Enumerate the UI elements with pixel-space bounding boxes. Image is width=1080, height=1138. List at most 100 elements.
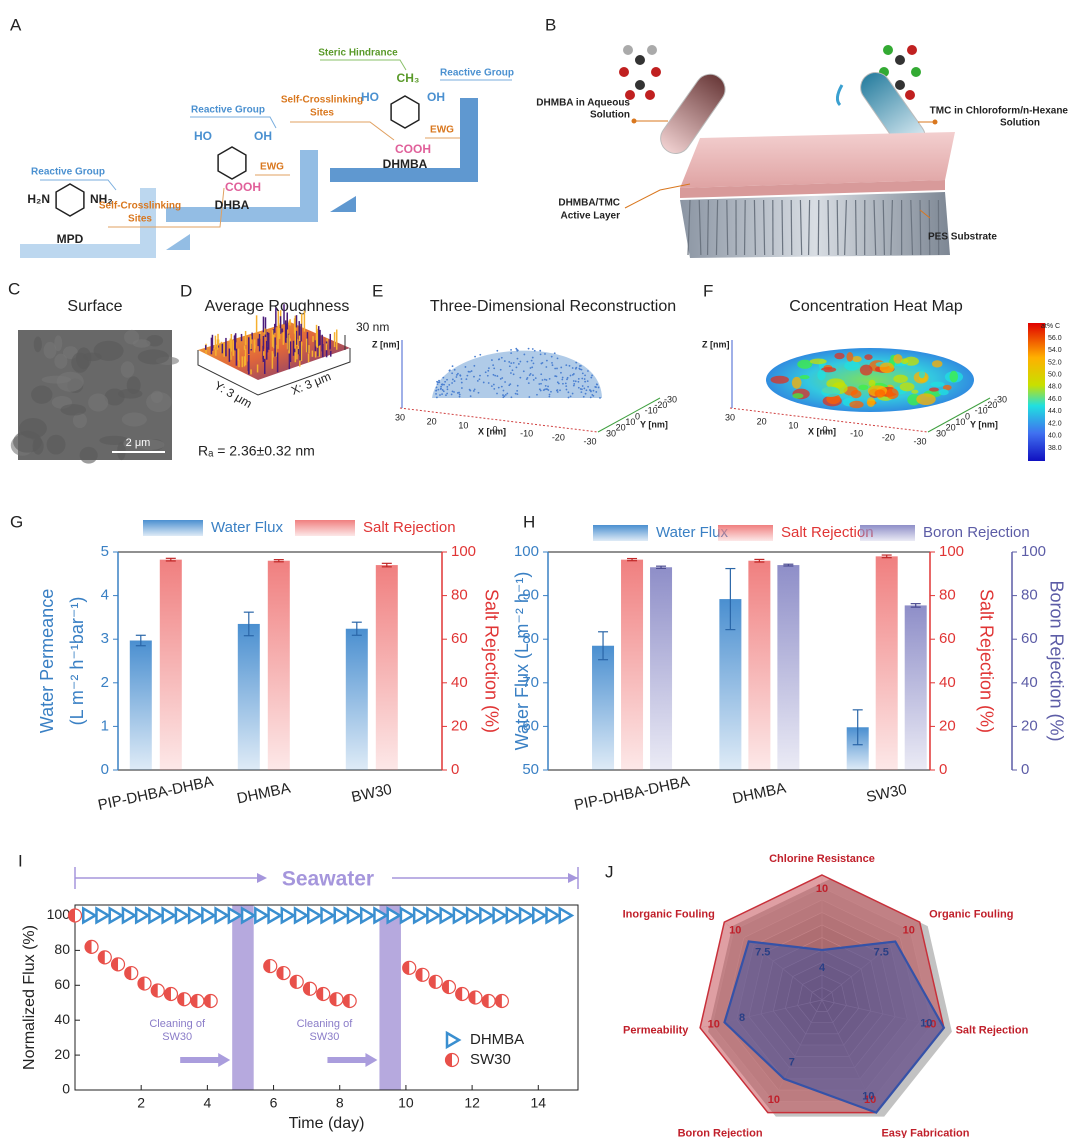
half-circle-marker bbox=[84, 939, 99, 954]
atom-dot bbox=[446, 388, 449, 391]
y-axis-label: (L m⁻² h⁻¹bar⁻¹) bbox=[67, 597, 87, 726]
x-tick-label: 12 bbox=[464, 1095, 480, 1111]
heat-blob bbox=[893, 374, 908, 384]
atom-dot bbox=[567, 396, 570, 399]
y3-axis-label: Boron Rejection (%) bbox=[1046, 580, 1066, 741]
x-tick-label: DHMBA bbox=[235, 780, 292, 808]
y-tick-label: -10 bbox=[645, 406, 658, 416]
bar bbox=[267, 560, 290, 770]
atom-dot bbox=[439, 394, 441, 396]
atom-dot bbox=[577, 386, 580, 389]
x-tick-label: 10 bbox=[788, 420, 798, 430]
y-tick-label: 10 bbox=[625, 417, 635, 427]
atom-dot bbox=[594, 386, 597, 388]
substrate bbox=[680, 192, 950, 258]
half-circle-marker bbox=[415, 967, 430, 982]
half-circle-marker bbox=[329, 992, 344, 1007]
triangle-marker bbox=[346, 906, 363, 925]
y-tick-label: 0 bbox=[101, 761, 109, 778]
heat-blob bbox=[900, 358, 909, 365]
atom-dot bbox=[435, 393, 437, 395]
grain bbox=[54, 353, 68, 369]
legend-swatch bbox=[143, 520, 203, 536]
x-tick-label: -30 bbox=[583, 436, 596, 446]
atom-dot bbox=[571, 392, 574, 395]
atom-ball bbox=[635, 55, 645, 65]
heat-blobs bbox=[770, 352, 964, 409]
heat-blob bbox=[916, 393, 936, 406]
atom-dot bbox=[458, 391, 460, 394]
atom-dot bbox=[580, 388, 583, 391]
y3-tick-label: 0 bbox=[1021, 761, 1029, 778]
marker-half bbox=[204, 994, 211, 1008]
atom-dot bbox=[575, 361, 578, 364]
atom-dot bbox=[572, 373, 575, 375]
atom-dot bbox=[556, 357, 559, 360]
atom-dot bbox=[550, 355, 553, 358]
triangle-marker bbox=[214, 906, 231, 925]
benzene-ring bbox=[390, 95, 420, 129]
atom-dot bbox=[589, 396, 592, 399]
pore bbox=[855, 199, 857, 256]
x-tick-label: -10 bbox=[850, 428, 863, 438]
molecules bbox=[55, 95, 420, 217]
atom-dot bbox=[442, 376, 445, 379]
atom-dot bbox=[455, 376, 458, 378]
half-circle-marker bbox=[455, 986, 470, 1002]
benzene-ring bbox=[55, 183, 85, 217]
atom-dot bbox=[568, 364, 571, 367]
atom-dot bbox=[591, 393, 594, 396]
x-tick-label: -10 bbox=[520, 428, 533, 438]
heat-blob bbox=[846, 352, 854, 362]
molecule-name: DHMBA bbox=[383, 157, 428, 171]
panel-label: I bbox=[18, 851, 23, 870]
triangle-marker bbox=[412, 906, 429, 925]
atom-dot bbox=[527, 382, 530, 385]
atom-dot bbox=[591, 374, 593, 377]
y-tick-label: 4 bbox=[101, 587, 109, 604]
y2-tick-label: 0 bbox=[939, 761, 947, 778]
half-circle-marker bbox=[110, 957, 126, 972]
triangle-marker bbox=[81, 906, 98, 925]
atom: H₂N bbox=[27, 192, 50, 206]
half-circle-marker bbox=[468, 990, 483, 1005]
atom-dot bbox=[484, 371, 487, 374]
atom-dot bbox=[582, 395, 585, 398]
pore bbox=[726, 199, 729, 256]
colorbar-tick: 38.0 bbox=[1048, 445, 1062, 452]
atom-dot bbox=[435, 386, 438, 389]
x-tick-label: 14 bbox=[531, 1095, 547, 1111]
y-tick-label: 60 bbox=[54, 976, 70, 992]
note: Self-Crosslinking bbox=[281, 95, 363, 106]
atom-dot bbox=[451, 365, 454, 368]
atom-dot bbox=[585, 389, 588, 392]
atom-dot bbox=[502, 396, 505, 399]
atom-dot bbox=[572, 380, 575, 382]
atom-dot bbox=[510, 362, 513, 365]
y-tick-label: 10 bbox=[955, 417, 965, 427]
atom-dot bbox=[530, 359, 533, 362]
axis-label: Inorganic Fouling bbox=[623, 908, 715, 920]
atom-dot bbox=[512, 373, 515, 376]
atom-dot bbox=[532, 362, 535, 365]
triangle-marker bbox=[492, 906, 509, 925]
atom-dot bbox=[488, 367, 490, 370]
y-tick-label: 3 bbox=[101, 630, 109, 647]
atom-dot bbox=[536, 393, 538, 396]
atom-dot bbox=[540, 362, 543, 365]
step bbox=[330, 196, 356, 212]
y-tick-label: 30 bbox=[606, 428, 616, 438]
heat-blob bbox=[949, 370, 958, 383]
heat-blob bbox=[929, 387, 939, 392]
atom-dot bbox=[497, 386, 500, 389]
panel-label: G bbox=[10, 512, 23, 531]
atom-dot bbox=[500, 385, 503, 388]
pore bbox=[882, 199, 886, 256]
sem-texture bbox=[10, 329, 180, 464]
atom-dot bbox=[469, 395, 472, 398]
atom-dot bbox=[496, 392, 498, 395]
note: TMC in Chloroform/n-Hexane bbox=[930, 106, 1069, 117]
atom-dot bbox=[439, 388, 442, 390]
atom-dot bbox=[508, 365, 511, 368]
y2-tick-label: 0 bbox=[451, 761, 459, 778]
